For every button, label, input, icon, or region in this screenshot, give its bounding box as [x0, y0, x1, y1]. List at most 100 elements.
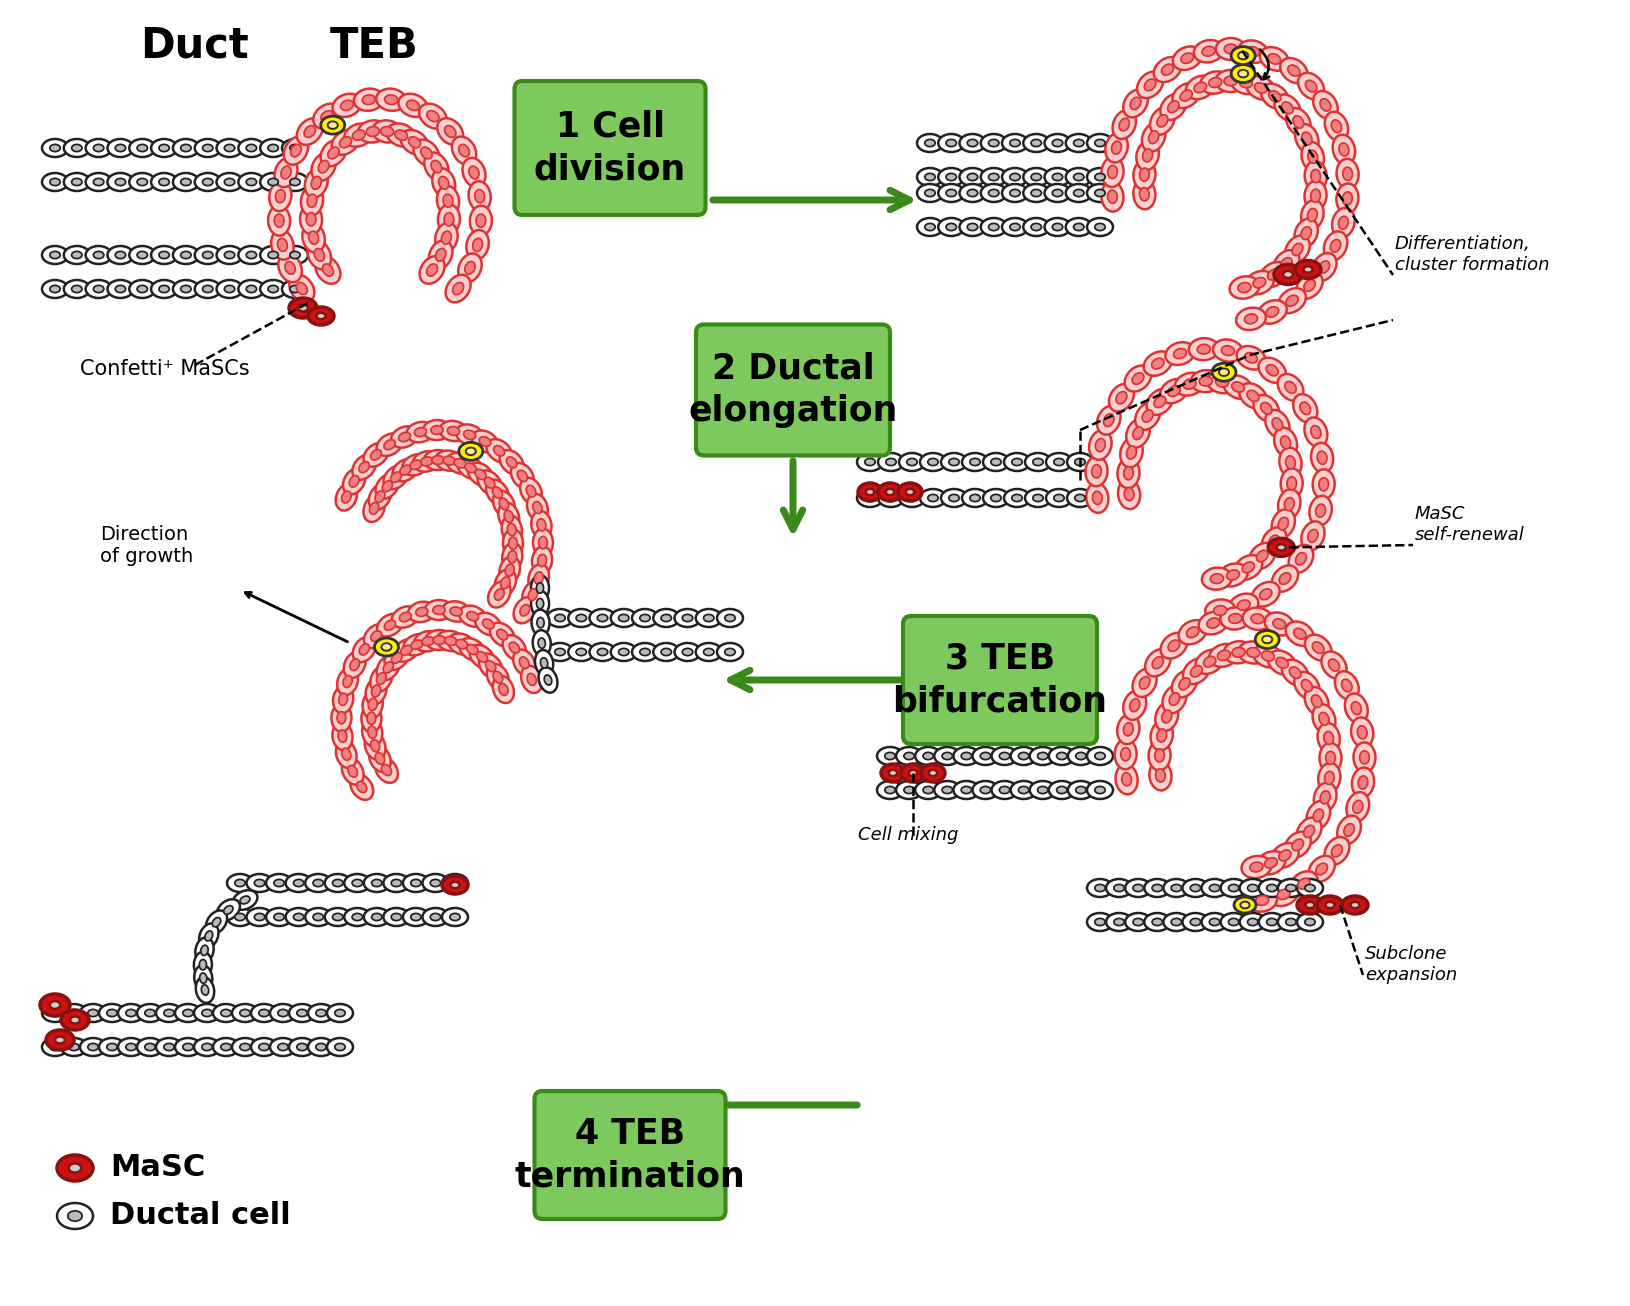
Ellipse shape [1255, 82, 1267, 93]
Ellipse shape [522, 666, 543, 693]
Ellipse shape [437, 119, 463, 145]
Ellipse shape [1089, 430, 1112, 460]
Ellipse shape [196, 938, 214, 964]
Ellipse shape [1174, 47, 1201, 71]
Ellipse shape [199, 960, 207, 970]
Ellipse shape [988, 223, 999, 231]
Ellipse shape [1209, 918, 1219, 926]
Ellipse shape [181, 286, 191, 293]
Ellipse shape [1280, 573, 1291, 584]
Ellipse shape [116, 251, 126, 259]
Ellipse shape [1190, 884, 1201, 892]
Ellipse shape [662, 648, 672, 656]
Ellipse shape [960, 218, 986, 236]
Ellipse shape [425, 629, 453, 650]
Ellipse shape [924, 174, 936, 180]
Ellipse shape [897, 747, 923, 765]
Ellipse shape [897, 781, 923, 799]
Ellipse shape [1133, 179, 1156, 209]
Ellipse shape [1232, 648, 1245, 657]
Ellipse shape [267, 205, 290, 235]
Ellipse shape [535, 572, 543, 584]
Ellipse shape [342, 491, 350, 503]
Ellipse shape [1011, 747, 1037, 765]
Ellipse shape [981, 135, 1007, 151]
Ellipse shape [1312, 469, 1335, 499]
Ellipse shape [1253, 394, 1280, 422]
Ellipse shape [42, 279, 68, 298]
Ellipse shape [86, 138, 111, 157]
Ellipse shape [158, 286, 170, 293]
Ellipse shape [1270, 883, 1297, 906]
Ellipse shape [1152, 884, 1162, 892]
Ellipse shape [991, 747, 1017, 765]
Ellipse shape [72, 145, 82, 151]
Ellipse shape [507, 524, 517, 535]
Ellipse shape [194, 138, 220, 157]
Ellipse shape [469, 645, 494, 669]
Ellipse shape [152, 246, 178, 264]
Ellipse shape [919, 453, 945, 471]
Ellipse shape [430, 879, 440, 887]
Ellipse shape [569, 643, 595, 661]
Ellipse shape [404, 633, 430, 656]
Ellipse shape [942, 786, 952, 794]
Ellipse shape [381, 644, 391, 650]
Ellipse shape [632, 643, 659, 661]
Ellipse shape [1296, 124, 1319, 153]
Ellipse shape [254, 913, 264, 921]
Ellipse shape [962, 453, 988, 471]
Ellipse shape [305, 908, 331, 926]
Ellipse shape [1048, 747, 1074, 765]
Ellipse shape [1200, 376, 1213, 387]
Ellipse shape [683, 648, 693, 656]
Ellipse shape [494, 569, 517, 597]
Ellipse shape [1353, 801, 1363, 814]
Ellipse shape [1343, 167, 1353, 180]
Ellipse shape [1172, 884, 1182, 892]
Ellipse shape [385, 620, 396, 631]
Ellipse shape [435, 451, 463, 470]
Ellipse shape [1260, 589, 1271, 599]
Ellipse shape [225, 145, 235, 151]
Ellipse shape [422, 421, 452, 440]
Ellipse shape [1107, 879, 1133, 897]
Ellipse shape [1074, 495, 1086, 502]
Ellipse shape [80, 1038, 106, 1057]
Ellipse shape [509, 643, 520, 653]
Ellipse shape [342, 757, 363, 785]
Ellipse shape [370, 503, 378, 515]
Ellipse shape [1074, 140, 1084, 146]
Ellipse shape [1032, 140, 1042, 146]
Ellipse shape [866, 458, 875, 466]
Ellipse shape [1053, 140, 1063, 146]
Ellipse shape [55, 1037, 65, 1043]
Ellipse shape [1351, 701, 1361, 714]
Ellipse shape [1011, 223, 1020, 231]
Ellipse shape [1183, 379, 1196, 389]
Ellipse shape [641, 614, 650, 622]
Ellipse shape [1283, 270, 1293, 278]
Ellipse shape [1123, 90, 1148, 118]
Ellipse shape [357, 781, 367, 793]
Ellipse shape [1271, 844, 1299, 867]
Ellipse shape [1152, 657, 1164, 669]
Ellipse shape [311, 153, 336, 180]
Ellipse shape [1325, 112, 1348, 141]
Ellipse shape [1118, 479, 1139, 509]
Ellipse shape [202, 985, 209, 995]
Ellipse shape [531, 546, 553, 575]
Ellipse shape [158, 145, 170, 151]
Ellipse shape [173, 279, 199, 298]
Ellipse shape [1095, 884, 1105, 892]
Ellipse shape [1250, 614, 1265, 624]
Ellipse shape [857, 488, 883, 507]
Ellipse shape [1149, 741, 1170, 771]
Ellipse shape [323, 264, 334, 276]
Ellipse shape [362, 704, 381, 733]
Ellipse shape [476, 652, 487, 662]
Ellipse shape [1304, 918, 1315, 926]
Text: 4 TEB
termination: 4 TEB termination [515, 1117, 745, 1194]
Ellipse shape [533, 502, 543, 513]
Ellipse shape [202, 179, 214, 185]
